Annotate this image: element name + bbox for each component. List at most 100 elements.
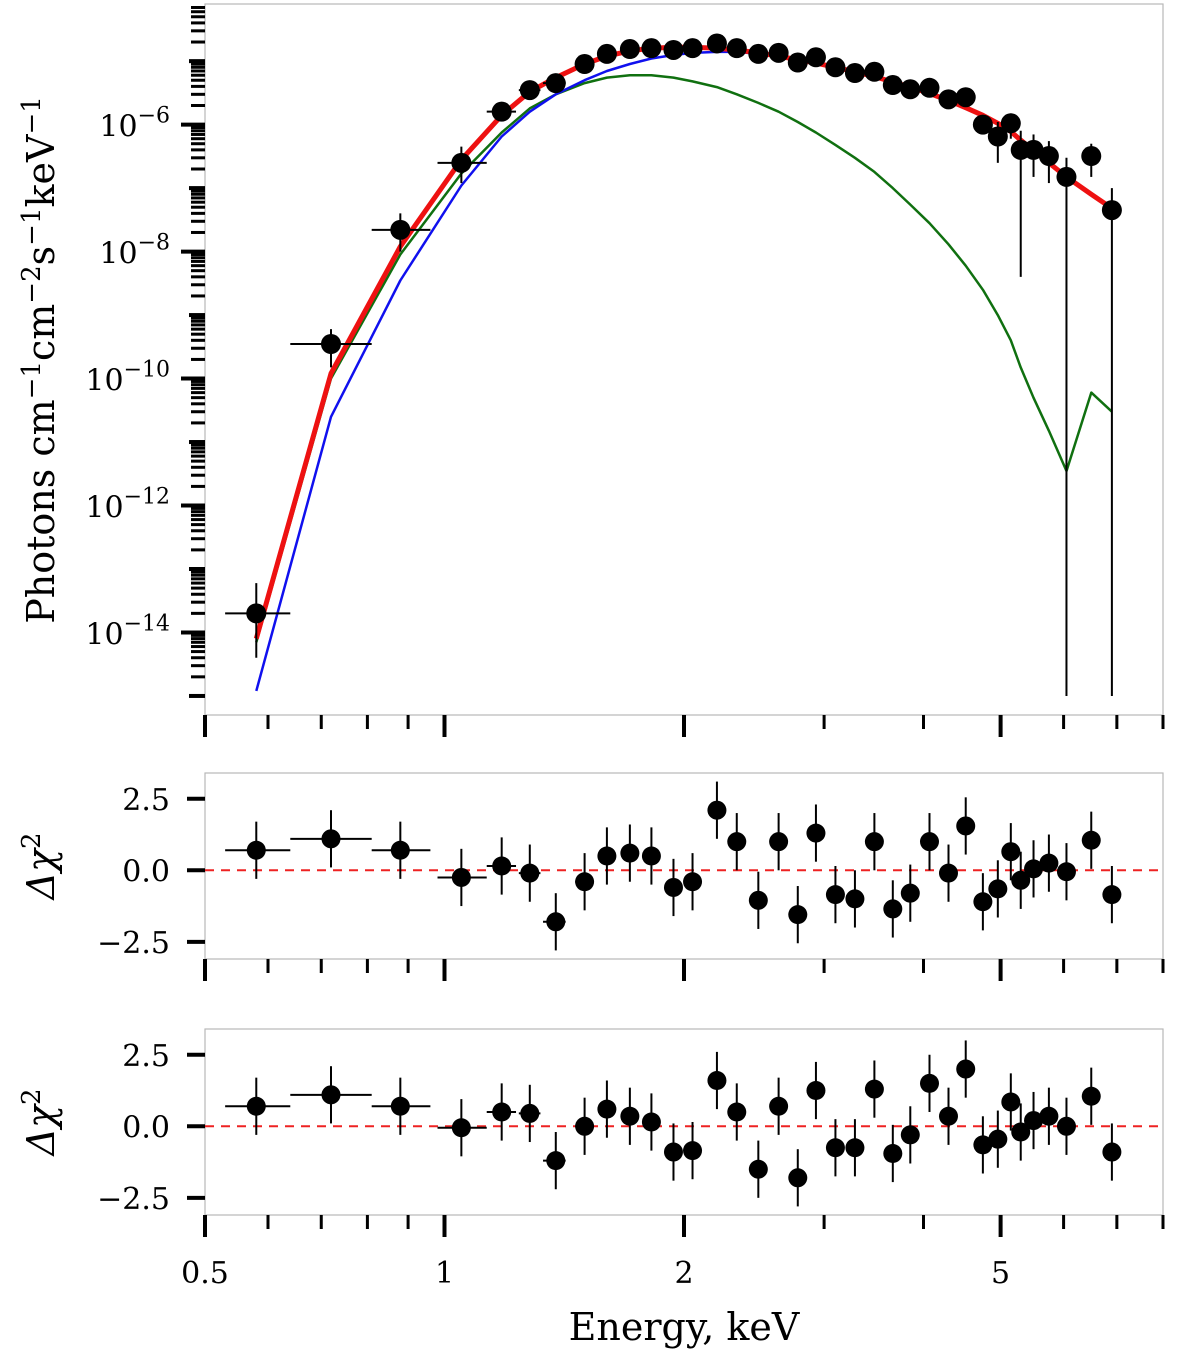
residual-data-point bbox=[1001, 1073, 1021, 1131]
data-marker bbox=[988, 1129, 1008, 1149]
residual-data-point bbox=[973, 1116, 993, 1174]
data-marker bbox=[919, 832, 939, 852]
residual-data-point bbox=[620, 1087, 640, 1145]
residual-data-point bbox=[597, 1080, 617, 1138]
data-marker bbox=[620, 1106, 640, 1126]
residual-data-point bbox=[919, 813, 939, 871]
residual-data-point bbox=[437, 1099, 487, 1157]
model-line-component-1 bbox=[255, 73, 1113, 643]
data-marker bbox=[972, 114, 993, 135]
spectrum-data-point bbox=[486, 101, 517, 122]
residual-2-ylabel-base: Δχ bbox=[19, 1103, 63, 1157]
data-marker bbox=[825, 1138, 845, 1158]
residual-data-point bbox=[683, 853, 703, 911]
residual-data-point bbox=[290, 1066, 372, 1124]
data-marker bbox=[663, 1142, 683, 1162]
data-marker bbox=[825, 57, 846, 78]
y-tick-label: 2.5 bbox=[122, 1039, 170, 1074]
residual-1-y-ticks bbox=[187, 796, 205, 944]
residual-data-point bbox=[543, 893, 566, 951]
data-marker bbox=[683, 872, 703, 892]
data-marker bbox=[955, 87, 976, 108]
data-marker bbox=[845, 889, 865, 909]
data-marker bbox=[390, 219, 411, 240]
residual-2-y-ticks bbox=[187, 1052, 205, 1200]
spectrum-data-point bbox=[748, 43, 769, 64]
residual-data-point bbox=[1081, 811, 1101, 869]
residual-data-point bbox=[575, 1097, 595, 1155]
residual-2-ylabel-sup: 2 bbox=[17, 1088, 47, 1105]
data-marker bbox=[787, 52, 808, 73]
residual-data-point bbox=[727, 1083, 747, 1141]
data-marker bbox=[883, 1143, 903, 1163]
residual-data-point bbox=[707, 1051, 727, 1110]
residual-data-point bbox=[956, 1040, 976, 1098]
data-marker bbox=[1023, 139, 1044, 160]
x-tick-label: 2 bbox=[674, 1256, 693, 1291]
spectrum-x-ticks bbox=[203, 715, 1165, 737]
residual-data-point bbox=[707, 781, 727, 839]
residual-1-x-ticks bbox=[203, 959, 1165, 981]
data-marker bbox=[707, 1071, 727, 1091]
residual-data-point bbox=[973, 873, 993, 931]
y-tick-label: 10−6 bbox=[99, 104, 170, 145]
data-marker bbox=[596, 43, 617, 64]
y-tick-label: 10−14 bbox=[85, 611, 170, 652]
data-marker bbox=[938, 1106, 958, 1126]
data-marker bbox=[1102, 1142, 1122, 1162]
residual-data-point bbox=[543, 1132, 566, 1190]
data-marker bbox=[575, 1116, 595, 1136]
data-marker bbox=[1001, 1092, 1021, 1112]
spectrum-data-point bbox=[787, 52, 808, 73]
residual-1-ylabel-base: Δχ bbox=[19, 847, 63, 901]
residual-data-point bbox=[1039, 834, 1059, 892]
data-marker bbox=[938, 863, 958, 883]
spectrum-data-point bbox=[938, 89, 959, 110]
spectrum-data-point bbox=[972, 114, 993, 135]
residual-data-point bbox=[437, 848, 487, 907]
data-marker bbox=[1081, 1086, 1101, 1106]
spectrum-data-point bbox=[1038, 141, 1059, 184]
data-marker bbox=[246, 1096, 266, 1116]
residual-data-point bbox=[919, 1054, 939, 1112]
data-marker bbox=[520, 863, 540, 883]
data-marker bbox=[727, 1102, 747, 1122]
data-marker bbox=[1011, 870, 1031, 890]
residual-data-point bbox=[900, 864, 920, 922]
data-marker bbox=[805, 47, 826, 68]
residual-data-point bbox=[864, 1060, 884, 1118]
residual-data-point bbox=[1039, 1087, 1059, 1145]
residual-data-point bbox=[663, 858, 683, 917]
data-marker bbox=[1038, 146, 1059, 167]
data-marker bbox=[246, 603, 267, 624]
residual-data-point bbox=[518, 1084, 541, 1143]
residual-data-point bbox=[575, 853, 595, 911]
spectrum-data-point bbox=[290, 329, 372, 368]
data-marker bbox=[748, 1159, 768, 1179]
residual-data-point bbox=[1056, 1097, 1076, 1155]
residual-2-x-ticks bbox=[203, 1215, 1165, 1237]
x-tick-label: 0.5 bbox=[181, 1256, 229, 1291]
data-marker bbox=[519, 80, 540, 101]
data-marker bbox=[938, 89, 959, 110]
residual-data-point bbox=[486, 837, 517, 895]
spectrum-data-point bbox=[864, 61, 885, 82]
data-marker bbox=[900, 1125, 920, 1145]
residual-data-point bbox=[620, 824, 640, 882]
residual-data-point bbox=[290, 810, 372, 868]
data-marker bbox=[845, 1138, 865, 1158]
data-marker bbox=[883, 899, 903, 919]
residual-1-ylabel-sup: 2 bbox=[17, 832, 47, 849]
residual-2-plot-frame bbox=[204, 1028, 1164, 1216]
spectrum-data-point bbox=[955, 87, 976, 108]
residual-data-point bbox=[518, 844, 541, 902]
residual-data-point bbox=[1001, 823, 1021, 881]
spectrum-data-point bbox=[437, 146, 487, 184]
residual-data-point bbox=[769, 813, 789, 871]
data-marker bbox=[1000, 113, 1021, 134]
data-marker bbox=[864, 61, 885, 82]
x-tick-label: 1 bbox=[435, 1256, 454, 1291]
ylabel-mid2: s bbox=[19, 246, 63, 266]
